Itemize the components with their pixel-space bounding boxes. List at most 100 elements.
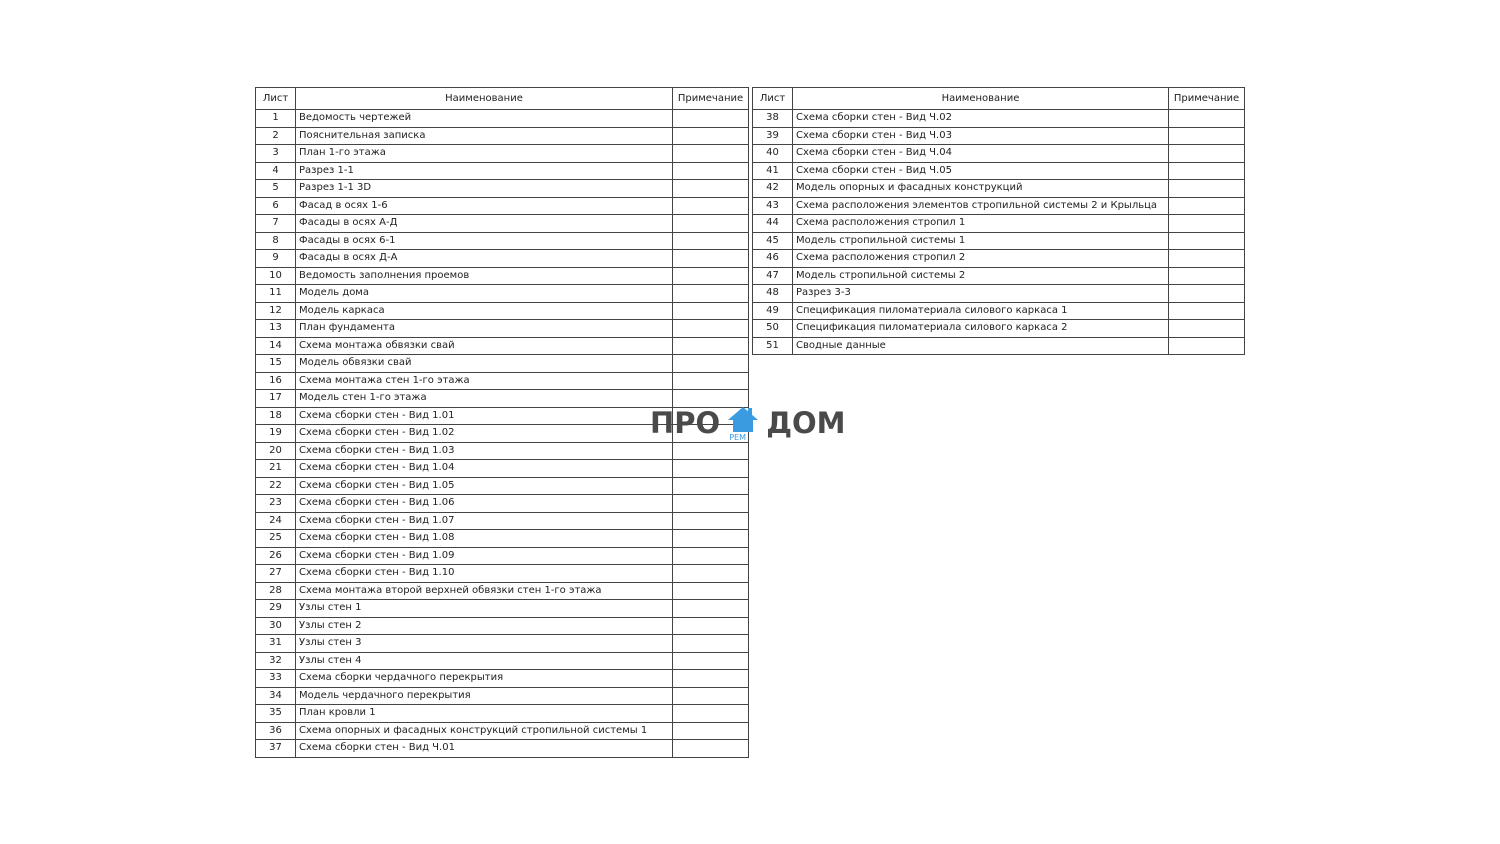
- note-cell: [1168, 196, 1245, 215]
- note-cell: [672, 441, 749, 460]
- sheet-number-cell: 9: [255, 249, 296, 268]
- sheet-number-cell: 5: [255, 179, 296, 198]
- note-cell: [672, 179, 749, 198]
- note-cell: [672, 231, 749, 250]
- note-cell: [672, 196, 749, 215]
- sheet-number-cell: 32: [255, 651, 296, 670]
- table-row: 47 Модель стропильной системы 2: [752, 266, 1245, 285]
- sheet-name-cell: Модель дома: [295, 284, 673, 303]
- sheet-number-cell: 26: [255, 546, 296, 565]
- table-row: 18 Схема сборки стен - Вид 1.01: [255, 406, 749, 425]
- table-row: 6 Фасад в осях 1-6: [255, 196, 749, 215]
- sheet-number-cell: 17: [255, 389, 296, 408]
- header-note: Примечание: [1168, 87, 1245, 110]
- watermark-logo: ПРО РЕМ ДОМ: [650, 403, 850, 443]
- note-cell: [672, 371, 749, 390]
- sheet-number-cell: 21: [255, 459, 296, 478]
- sheet-name-cell: Схема монтажа второй верхней обвязки сте…: [295, 581, 673, 600]
- note-cell: [672, 546, 749, 565]
- sheet-number-cell: 3: [255, 144, 296, 163]
- sheet-name-cell: Схема сборки стен - Вид 1.05: [295, 476, 673, 495]
- note-cell: [1168, 284, 1245, 303]
- logo-text-left: ПРО: [650, 406, 721, 440]
- sheet-number-cell: 29: [255, 599, 296, 618]
- sheet-name-cell: Схема сборки стен - Вид 1.02: [295, 424, 673, 443]
- sheet-name-cell: Схема расположения стропил 2: [792, 249, 1169, 268]
- sheet-number-cell: 23: [255, 494, 296, 513]
- note-cell: [1168, 126, 1245, 145]
- sheet-name-cell: План 1-го этажа: [295, 144, 673, 163]
- table-header-row: Лист Наименование Примечание: [255, 87, 749, 110]
- table-row: 37 Схема сборки стен - Вид Ч.01: [255, 739, 749, 758]
- sheet-name-cell: Модель опорных и фасадных конструкций: [792, 179, 1169, 198]
- sheet-name-cell: Схема сборки стен - Вид 1.10: [295, 564, 673, 583]
- note-cell: [672, 616, 749, 635]
- sheet-name-cell: Узлы стен 3: [295, 634, 673, 653]
- sheet-number-cell: 33: [255, 669, 296, 688]
- table-row: 31 Узлы стен 3: [255, 634, 749, 653]
- table-row: 28 Схема монтажа второй верхней обвязки с…: [255, 581, 749, 600]
- sheet-name-cell: Модель стропильной системы 2: [792, 266, 1169, 285]
- table-row: 1 Ведомость чертежей: [255, 109, 749, 128]
- sheet-number-cell: 2: [255, 126, 296, 145]
- sheet-name-cell: Схема сборки стен - Вид 1.06: [295, 494, 673, 513]
- sheet-number-cell: 48: [752, 284, 793, 303]
- sheet-number-cell: 39: [752, 126, 793, 145]
- sheet-name-cell: Узлы стен 1: [295, 599, 673, 618]
- drawing-list-table-left: Лист Наименование Примечание 1 Ведомость …: [255, 87, 749, 758]
- note-cell: [1168, 336, 1245, 355]
- note-cell: [672, 144, 749, 163]
- note-cell: [672, 529, 749, 548]
- sheet-name-cell: Узлы стен 2: [295, 616, 673, 635]
- note-cell: [672, 494, 749, 513]
- sheet-number-cell: 22: [255, 476, 296, 495]
- sheet-name-cell: Модель чердачного перекрытия: [295, 686, 673, 705]
- table-row: 26 Схема сборки стен - Вид 1.09: [255, 546, 749, 565]
- note-cell: [672, 704, 749, 723]
- house-icon: РЕМ: [726, 405, 760, 442]
- table-row: 41 Схема сборки стен - Вид Ч.05: [752, 161, 1245, 180]
- table-row: 50 Спецификация пиломатериала силового ка…: [752, 319, 1245, 338]
- sheet-number-cell: 11: [255, 284, 296, 303]
- note-cell: [672, 686, 749, 705]
- header-note: Примечание: [672, 87, 749, 110]
- table-header-row: Лист Наименование Примечание: [752, 87, 1245, 110]
- table-row: 4 Разрез 1-1: [255, 161, 749, 180]
- table-row: 27 Схема сборки стен - Вид 1.10: [255, 564, 749, 583]
- drawing-list-table-right: Лист Наименование Примечание 38 Схема сбо…: [752, 87, 1245, 355]
- table-row: 20 Схема сборки стен - Вид 1.03: [255, 441, 749, 460]
- sheet-number-cell: 42: [752, 179, 793, 198]
- sheet-number-cell: 27: [255, 564, 296, 583]
- sheet-number-cell: 44: [752, 214, 793, 233]
- header-sheet: Лист: [752, 87, 793, 110]
- sheet-name-cell: Модель каркаса: [295, 301, 673, 320]
- sheet-name-cell: Ведомость чертежей: [295, 109, 673, 128]
- note-cell: [672, 249, 749, 268]
- sheet-name-cell: Фасад в осях 1-6: [295, 196, 673, 215]
- sheet-name-cell: Схема сборки стен - Вид 1.07: [295, 511, 673, 530]
- table-row: 42 Модель опорных и фасадных конструкций: [752, 179, 1245, 198]
- table-row: 15 Модель обвязки свай: [255, 354, 749, 373]
- note-cell: [672, 581, 749, 600]
- table-row: 32 Узлы стен 4: [255, 651, 749, 670]
- note-cell: [672, 476, 749, 495]
- sheet-number-cell: 16: [255, 371, 296, 390]
- table-row: 39 Схема сборки стен - Вид Ч.03: [752, 126, 1245, 145]
- table-row: 43 Схема расположения элементов стропильн…: [752, 196, 1245, 215]
- sheet-name-cell: Фасады в осях Д-А: [295, 249, 673, 268]
- note-cell: [672, 459, 749, 478]
- table-row: 9 Фасады в осях Д-А: [255, 249, 749, 268]
- note-cell: [672, 126, 749, 145]
- table-row: 40 Схема сборки стен - Вид Ч.04: [752, 144, 1245, 163]
- table-row: 46 Схема расположения стропил 2: [752, 249, 1245, 268]
- table-row: 7 Фасады в осях А-Д: [255, 214, 749, 233]
- sheet-number-cell: 46: [752, 249, 793, 268]
- logo-text-right: ДОМ: [766, 406, 846, 440]
- table-row: 48 Разрез 3-3: [752, 284, 1245, 303]
- note-cell: [672, 301, 749, 320]
- sheet-number-cell: 36: [255, 721, 296, 740]
- table-row: 12 Модель каркаса: [255, 301, 749, 320]
- sheet-name-cell: Фасады в осях 6-1: [295, 231, 673, 250]
- table-row: 22 Схема сборки стен - Вид 1.05: [255, 476, 749, 495]
- table-row: 10 Ведомость заполнения проемов: [255, 266, 749, 285]
